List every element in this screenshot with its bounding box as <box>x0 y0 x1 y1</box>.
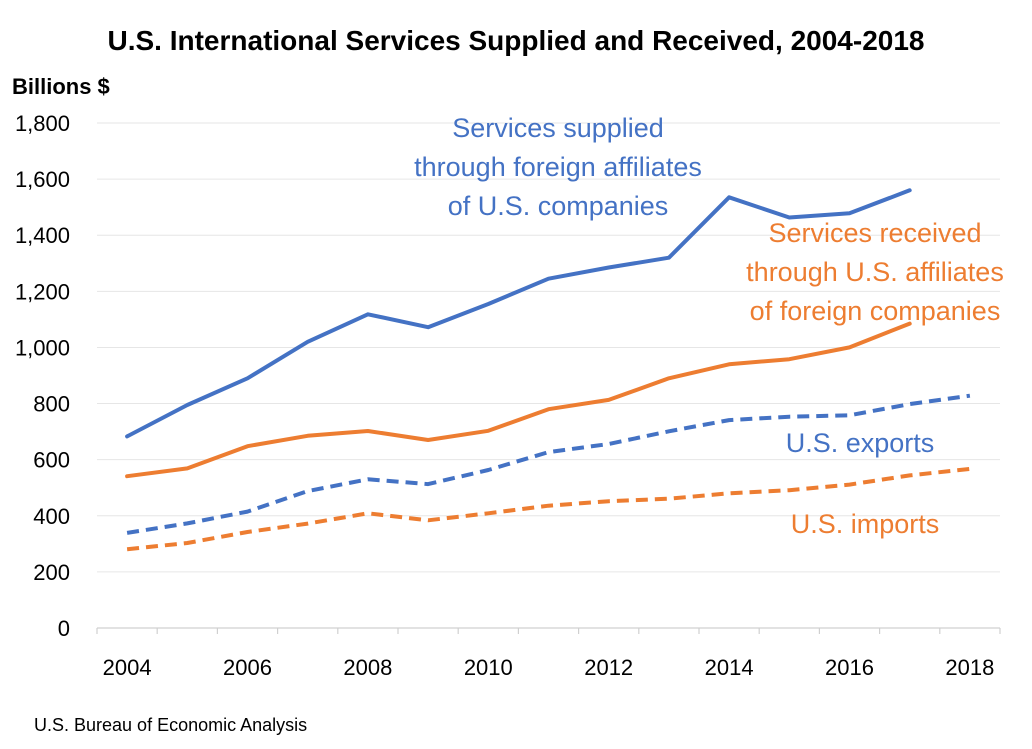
series-annotations: Services supplied through foreign affilia… <box>414 113 1004 539</box>
series-label-line: through U.S. affiliates <box>746 257 1004 287</box>
y-tick-label: 400 <box>33 504 70 529</box>
x-tick-label: 2008 <box>343 655 392 680</box>
series-line-received <box>125 321 912 479</box>
x-tick-label: 2004 <box>103 655 152 680</box>
series-label-received: Services received through U.S. affiliates… <box>746 218 1004 326</box>
series-label-line: U.S. exports <box>786 428 935 458</box>
y-tick-label: 800 <box>33 392 70 417</box>
x-tick-label: 2012 <box>584 655 633 680</box>
y-tick-label: 1,600 <box>15 167 70 192</box>
x-tick-label: 2006 <box>223 655 272 680</box>
series-label-line: Services received <box>768 218 981 248</box>
series-label-imports: U.S. imports <box>791 509 940 539</box>
y-tick-label: 1,800 <box>15 111 70 136</box>
series-label-line: through foreign affiliates <box>414 152 702 182</box>
series-label-line: of U.S. companies <box>448 191 669 221</box>
source-note: U.S. Bureau of Economic Analysis <box>34 715 307 735</box>
x-tick-label: 2014 <box>705 655 754 680</box>
y-tick-label: 600 <box>33 448 70 473</box>
series-label-line: of foreign companies <box>750 296 1001 326</box>
x-tick-label: 2018 <box>945 655 994 680</box>
y-tick-label: 1,000 <box>15 335 70 360</box>
x-tick-label: 2010 <box>464 655 513 680</box>
y-axis-label: Billions $ <box>12 74 110 99</box>
series-label-line: Services supplied <box>452 113 664 143</box>
series-label-supplied: Services supplied through foreign affilia… <box>414 113 702 221</box>
series-lines <box>125 188 971 552</box>
series-line-imports <box>126 466 971 552</box>
gridlines <box>96 122 1001 634</box>
series-label-line: U.S. imports <box>791 509 940 539</box>
series-line-exports <box>126 393 971 535</box>
y-tick-label: 1,200 <box>15 279 70 304</box>
x-tick-labels: 2004 2006 2008 2010 2012 2014 2016 2018 <box>103 655 995 680</box>
y-tick-label: 0 <box>58 616 70 641</box>
series-line-supplied <box>125 188 912 439</box>
series-label-exports: U.S. exports <box>786 428 935 458</box>
y-tick-label: 1,400 <box>15 223 70 248</box>
y-tick-labels: 0 200 400 600 800 1,000 1,200 1,400 1,600 1,800 <box>15 111 70 641</box>
chart-title: U.S. International Services Supplied and… <box>107 25 924 56</box>
y-tick-label: 200 <box>33 560 70 585</box>
x-tick-label: 2016 <box>825 655 874 680</box>
